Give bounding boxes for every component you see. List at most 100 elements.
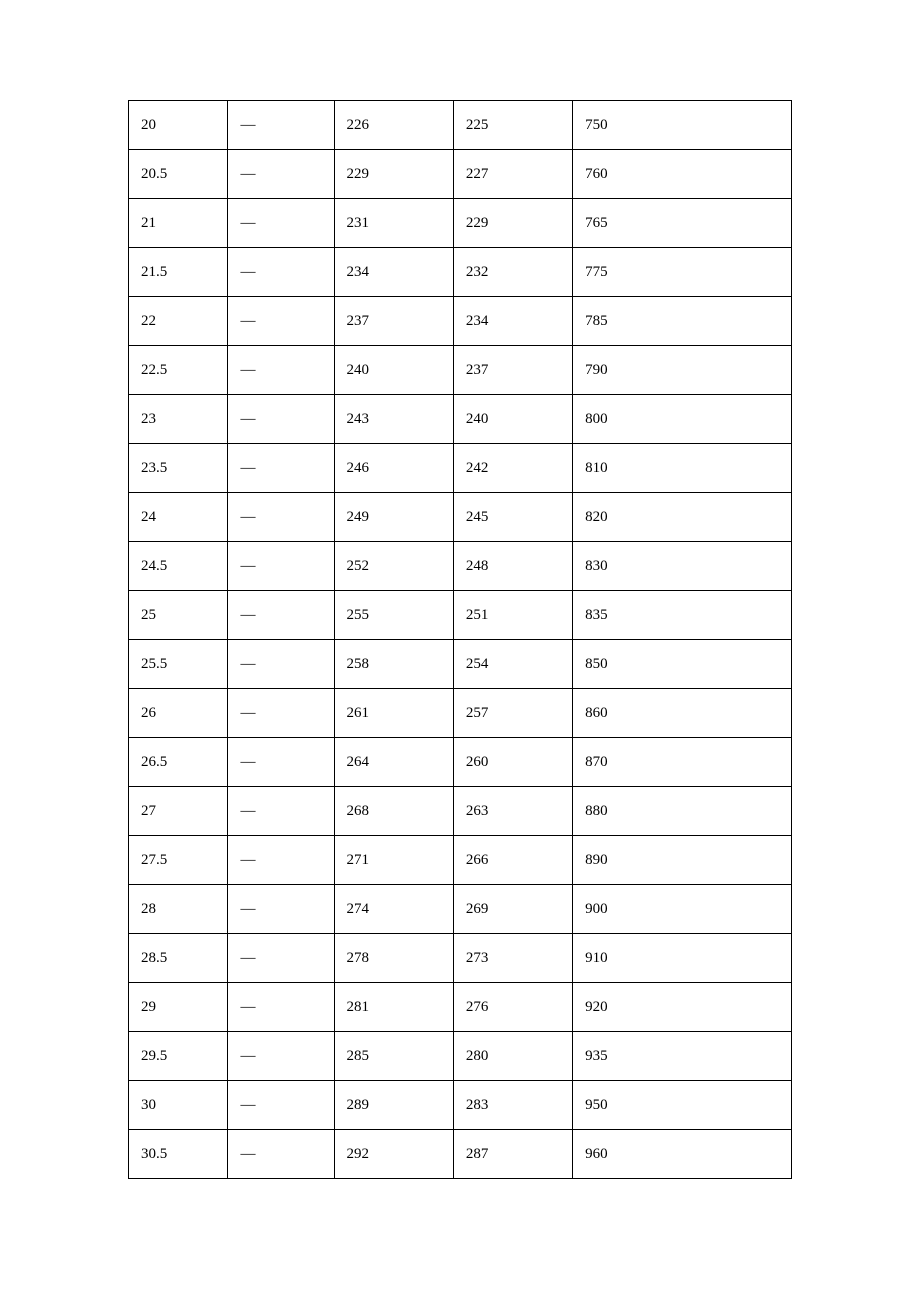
table-cell: — xyxy=(228,101,334,150)
table-body: 20—22622575020.5—22922776021—23122976521… xyxy=(129,101,792,1179)
table-cell: 26.5 xyxy=(129,738,228,787)
table-cell: 785 xyxy=(573,297,792,346)
table-cell: 281 xyxy=(334,983,453,1032)
table-cell: — xyxy=(228,150,334,199)
table-cell: 22.5 xyxy=(129,346,228,395)
table-cell: 240 xyxy=(453,395,572,444)
table-cell: 23.5 xyxy=(129,444,228,493)
table-cell: 835 xyxy=(573,591,792,640)
table-cell: 261 xyxy=(334,689,453,738)
table-row: 28—274269900 xyxy=(129,885,792,934)
table-cell: 20 xyxy=(129,101,228,150)
table-cell: 237 xyxy=(334,297,453,346)
table-cell: 276 xyxy=(453,983,572,1032)
table-row: 23—243240800 xyxy=(129,395,792,444)
table-cell: 775 xyxy=(573,248,792,297)
table-row: 22—237234785 xyxy=(129,297,792,346)
table-cell: 24.5 xyxy=(129,542,228,591)
table-cell: 800 xyxy=(573,395,792,444)
table-cell: — xyxy=(228,591,334,640)
table-cell: — xyxy=(228,689,334,738)
table-row: 21—231229765 xyxy=(129,199,792,248)
table-cell: 27 xyxy=(129,787,228,836)
table-cell: 935 xyxy=(573,1032,792,1081)
table-cell: 30 xyxy=(129,1081,228,1130)
table-row: 29—281276920 xyxy=(129,983,792,1032)
table-cell: — xyxy=(228,640,334,689)
table-cell: — xyxy=(228,1032,334,1081)
table-cell: 24 xyxy=(129,493,228,542)
table-cell: 245 xyxy=(453,493,572,542)
table-cell: 287 xyxy=(453,1130,572,1179)
table-cell: 232 xyxy=(453,248,572,297)
table-cell: 30.5 xyxy=(129,1130,228,1179)
table-cell: — xyxy=(228,1081,334,1130)
table-row: 20.5—229227760 xyxy=(129,150,792,199)
table-row: 26.5—264260870 xyxy=(129,738,792,787)
table-cell: 28.5 xyxy=(129,934,228,983)
table-row: 22.5—240237790 xyxy=(129,346,792,395)
table-cell: — xyxy=(228,738,334,787)
table-cell: 910 xyxy=(573,934,792,983)
table-cell: 240 xyxy=(334,346,453,395)
table-cell: 960 xyxy=(573,1130,792,1179)
table-cell: — xyxy=(228,395,334,444)
table-cell: 283 xyxy=(453,1081,572,1130)
table-cell: 274 xyxy=(334,885,453,934)
table-cell: 292 xyxy=(334,1130,453,1179)
table-cell: — xyxy=(228,444,334,493)
table-cell: 254 xyxy=(453,640,572,689)
table-row: 30.5—292287960 xyxy=(129,1130,792,1179)
table-row: 24—249245820 xyxy=(129,493,792,542)
table-cell: 830 xyxy=(573,542,792,591)
table-row: 20—226225750 xyxy=(129,101,792,150)
table-cell: 231 xyxy=(334,199,453,248)
table-cell: 226 xyxy=(334,101,453,150)
table-cell: 810 xyxy=(573,444,792,493)
table-cell: — xyxy=(228,885,334,934)
table-cell: 229 xyxy=(453,199,572,248)
table-cell: 234 xyxy=(334,248,453,297)
table-cell: 23 xyxy=(129,395,228,444)
table-cell: — xyxy=(228,1130,334,1179)
data-table: 20—22622575020.5—22922776021—23122976521… xyxy=(128,100,792,1179)
table-cell: 266 xyxy=(453,836,572,885)
table-cell: 252 xyxy=(334,542,453,591)
table-row: 26—261257860 xyxy=(129,689,792,738)
table-cell: 263 xyxy=(453,787,572,836)
table-cell: 251 xyxy=(453,591,572,640)
table-cell: 25.5 xyxy=(129,640,228,689)
table-cell: 25 xyxy=(129,591,228,640)
table-cell: 255 xyxy=(334,591,453,640)
table-cell: 29 xyxy=(129,983,228,1032)
table-cell: 225 xyxy=(453,101,572,150)
table-row: 24.5—252248830 xyxy=(129,542,792,591)
table-cell: 264 xyxy=(334,738,453,787)
table-cell: 21 xyxy=(129,199,228,248)
table-cell: 850 xyxy=(573,640,792,689)
table-cell: 890 xyxy=(573,836,792,885)
table-cell: 249 xyxy=(334,493,453,542)
table-cell: 234 xyxy=(453,297,572,346)
table-cell: 258 xyxy=(334,640,453,689)
table-cell: 271 xyxy=(334,836,453,885)
table-row: 25.5—258254850 xyxy=(129,640,792,689)
table-cell: 870 xyxy=(573,738,792,787)
table-cell: 880 xyxy=(573,787,792,836)
table-row: 27.5—271266890 xyxy=(129,836,792,885)
table-cell: 248 xyxy=(453,542,572,591)
table-cell: 820 xyxy=(573,493,792,542)
table-cell: 257 xyxy=(453,689,572,738)
table-cell: 280 xyxy=(453,1032,572,1081)
table-cell: 242 xyxy=(453,444,572,493)
table-cell: 246 xyxy=(334,444,453,493)
table-cell: 278 xyxy=(334,934,453,983)
table-row: 30—289283950 xyxy=(129,1081,792,1130)
table-cell: 273 xyxy=(453,934,572,983)
table-cell: — xyxy=(228,199,334,248)
table-row: 21.5—234232775 xyxy=(129,248,792,297)
table-cell: 950 xyxy=(573,1081,792,1130)
table-cell: 285 xyxy=(334,1032,453,1081)
table-cell: 229 xyxy=(334,150,453,199)
table-row: 28.5—278273910 xyxy=(129,934,792,983)
